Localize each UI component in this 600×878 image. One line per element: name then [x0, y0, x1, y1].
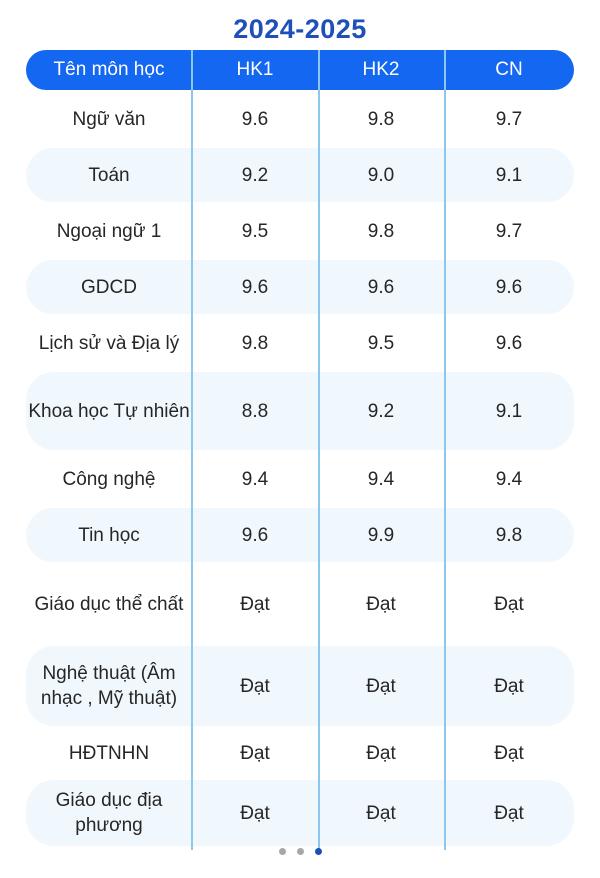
table-row: Khoa học Tự nhiên 8.8 9.2 9.1 — [26, 372, 574, 450]
score-cn: 9.8 — [495, 524, 523, 546]
score-hk2: 9.6 — [367, 276, 395, 298]
score-cn: 9.6 — [495, 276, 523, 298]
score-hk1: 9.4 — [241, 468, 269, 490]
score-hk2: 9.0 — [367, 164, 395, 186]
table-row: Nghệ thuật (Âm nhạc , Mỹ thuật) Đạt Đạt … — [26, 646, 574, 726]
score-hk2: 9.9 — [367, 524, 395, 546]
page-dot-active[interactable] — [314, 848, 322, 855]
subject-name: Công nghệ — [62, 468, 156, 490]
column-divider — [191, 50, 193, 850]
score-hk1: Đạt — [240, 675, 270, 697]
score-cn: 9.7 — [495, 108, 523, 130]
column-divider — [444, 50, 446, 850]
table-header: Tên môn học HK1 HK2 CN — [26, 50, 574, 90]
score-hk2: Đạt — [366, 593, 396, 615]
subject-name: Giáo dục thể chất — [34, 593, 184, 615]
score-hk1: 9.6 — [241, 276, 269, 298]
score-cn: 9.6 — [495, 332, 523, 354]
page-dot[interactable] — [296, 848, 304, 855]
pagination-dots — [0, 848, 600, 855]
table-row: Giáo dục thể chất Đạt Đạt Đạt — [26, 564, 574, 644]
score-hk2: 9.4 — [367, 468, 395, 490]
column-divider — [318, 50, 320, 850]
subject-name: Ngữ văn — [72, 108, 146, 130]
table-row: Giáo dục địa phương Đạt Đạt Đạt — [26, 780, 574, 846]
score-cn: Đạt — [494, 593, 524, 615]
score-cn: Đạt — [494, 742, 524, 764]
score-cn: 9.1 — [495, 400, 523, 422]
subject-name: Toán — [88, 164, 130, 186]
score-cn: 9.1 — [495, 164, 523, 186]
score-cn: 9.7 — [495, 220, 523, 242]
table-row: Công nghệ 9.4 9.4 9.4 — [26, 452, 574, 506]
score-hk1: 9.8 — [241, 332, 269, 354]
subject-name: Khoa học Tự nhiên — [28, 400, 190, 422]
score-hk1: Đạt — [240, 742, 270, 764]
score-hk1: 9.6 — [241, 108, 269, 130]
score-hk2: 9.5 — [367, 332, 395, 354]
score-hk1: 9.2 — [241, 164, 269, 186]
subject-name: Lịch sử và Địa lý — [38, 332, 180, 354]
table-row: Toán 9.2 9.0 9.1 — [26, 148, 574, 202]
table-row: Ngữ văn 9.6 9.8 9.7 — [26, 92, 574, 146]
score-hk1: Đạt — [240, 802, 270, 824]
column-header-hk2: HK2 — [362, 59, 400, 80]
table-row: GDCD 9.6 9.6 9.6 — [26, 260, 574, 314]
page-dot[interactable] — [278, 848, 286, 855]
column-header-subject: Tên môn học — [53, 59, 165, 80]
subject-name: HĐTNHN — [68, 742, 150, 764]
score-hk2: 9.8 — [367, 220, 395, 242]
score-hk1: 9.6 — [241, 524, 269, 546]
score-hk2: 9.2 — [367, 400, 395, 422]
score-hk2: Đạt — [366, 675, 396, 697]
subject-name: Giáo dục địa phương — [55, 790, 163, 836]
column-header-hk1: HK1 — [236, 59, 274, 80]
score-cn: Đạt — [494, 802, 524, 824]
subject-name: GDCD — [81, 276, 137, 298]
score-hk1: 9.5 — [241, 220, 269, 242]
score-hk2: 9.8 — [367, 108, 395, 130]
score-hk1: 8.8 — [241, 400, 269, 422]
subject-name: Ngoại ngữ 1 — [56, 220, 162, 242]
table-row: Ngoại ngữ 1 9.5 9.8 9.7 — [26, 204, 574, 258]
table-row: Lịch sử và Địa lý 9.8 9.5 9.6 — [26, 316, 574, 370]
score-hk2: Đạt — [366, 802, 396, 824]
year-title: 2024-2025 — [233, 14, 367, 44]
column-header-cn: CN — [495, 59, 523, 80]
score-hk1: Đạt — [240, 593, 270, 615]
table-row: HĐTNHN Đạt Đạt Đạt — [26, 728, 574, 778]
score-cn: Đạt — [494, 675, 524, 697]
score-cn: 9.4 — [495, 468, 523, 490]
subject-name: Tin học — [78, 524, 140, 546]
score-hk2: Đạt — [366, 742, 396, 764]
subject-name: Nghệ thuật (Âm nhạc , Mỹ thuật) — [40, 663, 178, 709]
table-row: Tin học 9.6 9.9 9.8 — [26, 508, 574, 562]
